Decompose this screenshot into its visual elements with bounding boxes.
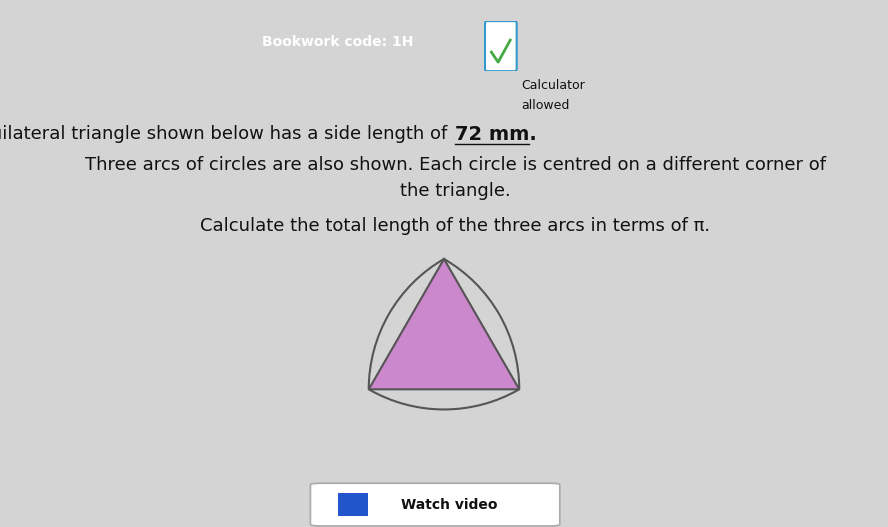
- Text: allowed: allowed: [521, 100, 569, 112]
- Bar: [338, 493, 369, 516]
- Text: 72 mm.: 72 mm.: [455, 125, 537, 144]
- Text: The equilateral triangle shown below has a side length of: The equilateral triangle shown below has…: [0, 125, 453, 143]
- Text: the triangle.: the triangle.: [400, 182, 511, 200]
- Text: Calculator: Calculator: [521, 79, 585, 92]
- FancyBboxPatch shape: [485, 21, 517, 71]
- Text: Three arcs of circles are also shown. Each circle is centred on a different corn: Three arcs of circles are also shown. Ea…: [84, 157, 826, 174]
- Text: Bookwork code: 1H: Bookwork code: 1H: [262, 35, 413, 49]
- Polygon shape: [369, 259, 519, 389]
- Text: Calculate the total length of the three arcs in terms of π.: Calculate the total length of the three …: [200, 217, 710, 236]
- FancyBboxPatch shape: [311, 483, 559, 526]
- Text: Watch video: Watch video: [400, 497, 497, 512]
